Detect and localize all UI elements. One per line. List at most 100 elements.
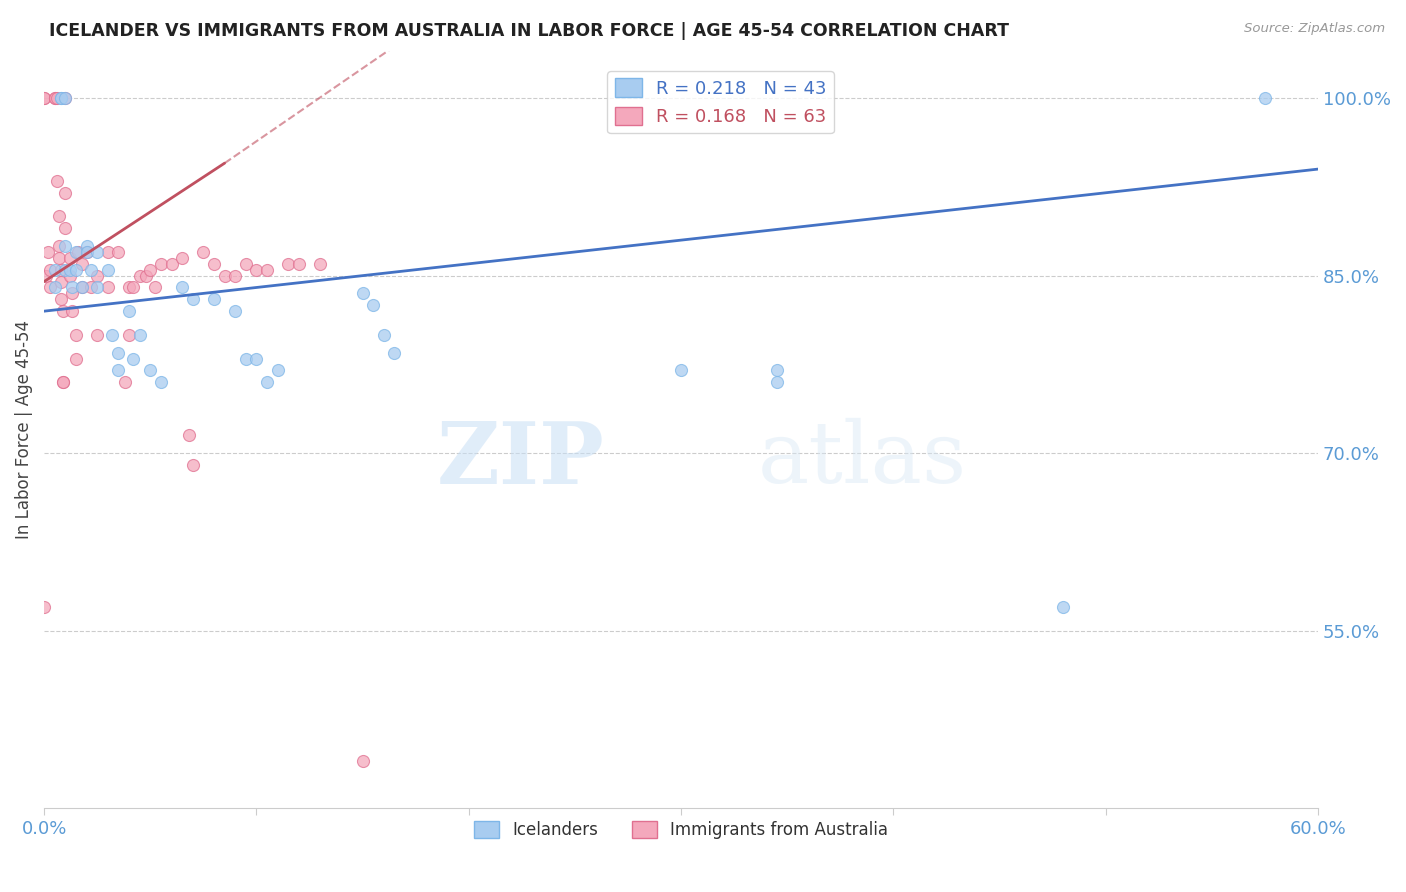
Point — [65, 351, 87, 366]
Point — [44, 91, 66, 105]
Point — [361, 298, 384, 312]
Point — [58, 262, 80, 277]
Point — [97, 262, 120, 277]
Point — [80, 262, 103, 277]
Point — [122, 351, 145, 366]
Point — [139, 363, 162, 377]
Point — [49, 91, 72, 105]
Point — [44, 280, 66, 294]
Point — [97, 280, 120, 294]
Point — [235, 351, 257, 366]
Point — [65, 262, 87, 277]
Point — [53, 91, 76, 105]
Point — [53, 221, 76, 235]
Point — [122, 280, 145, 294]
Point — [128, 268, 150, 283]
Point — [373, 327, 395, 342]
Point — [118, 327, 141, 342]
Point — [53, 91, 76, 105]
Point — [52, 304, 75, 318]
Point — [39, 280, 62, 294]
Point — [44, 91, 66, 105]
Point — [214, 268, 236, 283]
Point — [76, 244, 98, 259]
Point — [60, 286, 83, 301]
Point — [107, 345, 129, 359]
Point — [143, 280, 166, 294]
Point — [224, 304, 246, 318]
Point — [256, 262, 278, 277]
Point — [76, 244, 98, 259]
Point — [86, 244, 108, 259]
Point — [224, 268, 246, 283]
Point — [39, 262, 62, 277]
Point — [60, 304, 83, 318]
Point — [49, 91, 72, 105]
Point — [352, 286, 374, 301]
Point — [177, 428, 200, 442]
Point — [266, 363, 288, 377]
Point — [48, 239, 70, 253]
Point — [49, 262, 72, 277]
Y-axis label: In Labor Force | Age 45-54: In Labor Force | Age 45-54 — [15, 320, 32, 539]
Point — [52, 375, 75, 389]
Point — [118, 280, 141, 294]
Point — [86, 268, 108, 283]
Point — [65, 244, 87, 259]
Point — [118, 304, 141, 318]
Point — [97, 244, 120, 259]
Point — [35, 268, 58, 283]
Point — [149, 257, 172, 271]
Point — [76, 239, 98, 253]
Point — [53, 186, 76, 200]
Point — [139, 262, 162, 277]
Point — [1254, 91, 1277, 105]
Point — [45, 91, 67, 105]
Point — [172, 251, 194, 265]
Point — [49, 275, 72, 289]
Point — [160, 257, 183, 271]
Point — [352, 754, 374, 768]
Text: atlas: atlas — [758, 418, 967, 501]
Point — [202, 293, 225, 307]
Point — [49, 293, 72, 307]
Point — [52, 375, 75, 389]
Point — [245, 262, 267, 277]
Point — [277, 257, 299, 271]
Point — [44, 262, 66, 277]
Legend: Icelanders, Immigrants from Australia: Icelanders, Immigrants from Australia — [468, 814, 894, 846]
Point — [1052, 600, 1074, 615]
Point — [765, 363, 787, 377]
Point — [202, 257, 225, 271]
Text: ZIP: ZIP — [437, 417, 605, 502]
Point — [86, 327, 108, 342]
Point — [45, 174, 67, 188]
Point — [67, 244, 90, 259]
Point — [58, 268, 80, 283]
Point — [72, 257, 94, 271]
Point — [256, 375, 278, 389]
Point — [181, 293, 204, 307]
Point — [765, 375, 787, 389]
Point — [53, 262, 76, 277]
Point — [135, 268, 157, 283]
Point — [72, 280, 94, 294]
Point — [384, 345, 406, 359]
Point — [288, 257, 311, 271]
Point — [193, 244, 215, 259]
Point — [32, 91, 55, 105]
Point — [235, 257, 257, 271]
Point — [128, 327, 150, 342]
Point — [48, 210, 70, 224]
Point — [172, 280, 194, 294]
Point — [65, 327, 87, 342]
Point — [309, 257, 332, 271]
Point — [80, 280, 103, 294]
Point — [107, 244, 129, 259]
Point — [86, 280, 108, 294]
Point — [114, 375, 136, 389]
Point — [101, 327, 124, 342]
Point — [58, 251, 80, 265]
Point — [37, 244, 59, 259]
Point — [149, 375, 172, 389]
